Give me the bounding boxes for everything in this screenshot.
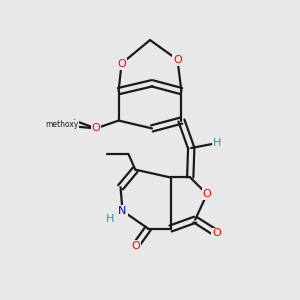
Text: O: O bbox=[92, 123, 100, 134]
Text: O: O bbox=[202, 189, 211, 199]
Text: methoxy: methoxy bbox=[45, 120, 78, 129]
Text: H: H bbox=[106, 214, 114, 224]
Text: H: H bbox=[213, 138, 221, 148]
Text: O: O bbox=[131, 241, 140, 251]
Text: O: O bbox=[212, 228, 221, 239]
Text: N: N bbox=[118, 206, 127, 216]
Text: O: O bbox=[117, 58, 126, 69]
Text: O: O bbox=[173, 55, 182, 65]
